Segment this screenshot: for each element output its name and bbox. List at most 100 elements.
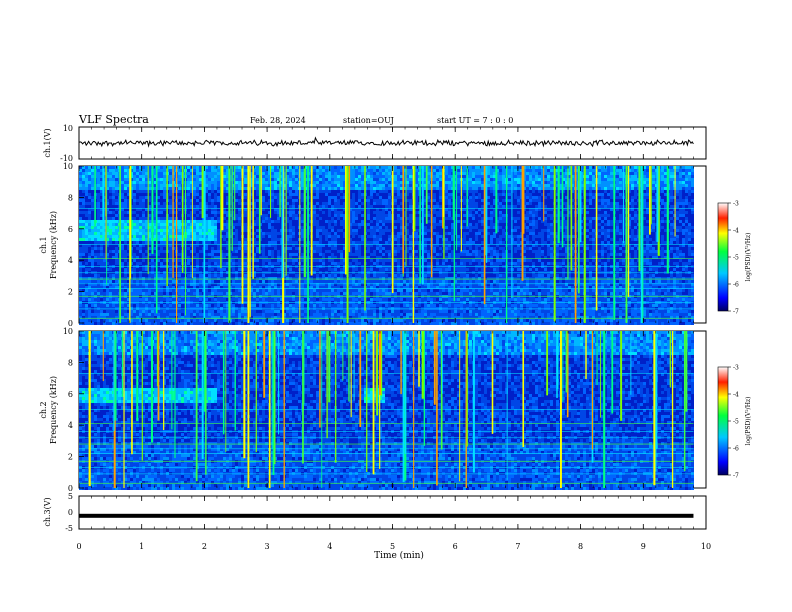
spectrogram-cell (193, 199, 196, 202)
spectrogram-cell (265, 238, 268, 241)
spectrogram-cell (286, 175, 289, 178)
spectrogram-cell (334, 304, 337, 307)
spectrogram-cell (193, 322, 196, 325)
spectrogram-cell (301, 322, 304, 325)
spectrogram-cell (106, 193, 109, 196)
spectrogram-cell (238, 238, 241, 241)
spectrogram-cell (316, 181, 319, 184)
spectrogram-cell (352, 184, 355, 187)
spectrogram-cell (166, 316, 169, 319)
spectrogram-cell (271, 316, 274, 319)
spectrogram-cell (178, 181, 181, 184)
spectrogram-cell (88, 241, 91, 244)
spectrogram-cell (277, 223, 280, 226)
spectrogram-cell (214, 241, 217, 244)
spectrogram-cell (106, 220, 109, 223)
spectrogram-cell (79, 184, 82, 187)
spectrogram-cell (220, 274, 223, 277)
spectrogram-cell (343, 181, 346, 184)
spectrogram-cell (328, 205, 331, 208)
spectrogram-cell (334, 277, 337, 280)
spectrogram-cell (157, 286, 160, 289)
spectrogram-cell (142, 199, 145, 202)
spectrogram-cell (211, 247, 214, 250)
spectrogram-cell (100, 178, 103, 181)
spectrogram-cell (97, 274, 100, 277)
spectrogram-cell (163, 256, 166, 259)
spectrogram-cell (193, 289, 196, 292)
spectrogram-cell (85, 286, 88, 289)
spectrogram-cell (229, 196, 232, 199)
spectrogram-cell (265, 193, 268, 196)
spectrogram-cell (340, 190, 343, 193)
spectrogram-cell (112, 220, 115, 223)
spectrogram-cell (100, 244, 103, 247)
spectrogram-cell (124, 226, 127, 229)
spectrogram-cell (337, 268, 340, 271)
spectrogram-cell (244, 286, 247, 289)
spectrogram-cell (289, 196, 292, 199)
spectrogram-cell (232, 226, 235, 229)
spectrogram-cell (103, 235, 106, 238)
spectrogram-cell (139, 226, 142, 229)
spectrogram-cell (196, 253, 199, 256)
spectrogram-cell (214, 322, 217, 325)
spectrogram-cell (325, 214, 328, 217)
spectrogram-cell (328, 217, 331, 220)
spectrogram-cell (154, 253, 157, 256)
spectrogram-cell (268, 277, 271, 280)
spectrogram-cell (268, 178, 271, 181)
spectrogram-cell (208, 184, 211, 187)
spectrogram-cell (100, 247, 103, 250)
spectrogram-cell (106, 169, 109, 172)
spectrogram-cell (142, 310, 145, 313)
spectrogram-cell (187, 319, 190, 322)
spectrogram-cell (205, 205, 208, 208)
spectrogram-cell (331, 319, 334, 322)
spectrogram-cell (139, 286, 142, 289)
spectrogram-cell (331, 277, 334, 280)
spectrogram-cell (79, 247, 82, 250)
spectrogram-cell (337, 250, 340, 253)
spectrogram-cell (226, 184, 229, 187)
spectrogram-cell (193, 229, 196, 232)
spectrogram-cell (358, 238, 361, 241)
spectrogram-cell (145, 181, 148, 184)
spectrogram-cell (115, 187, 118, 190)
spectrogram-cell (154, 229, 157, 232)
spectrogram-cell (316, 217, 319, 220)
spectrogram-cell (163, 193, 166, 196)
spectrogram-cell (115, 208, 118, 211)
spectrogram-cell (358, 316, 361, 319)
spectrogram-cell (322, 289, 325, 292)
spectrogram-cell (88, 250, 91, 253)
spectrogram-cell (91, 259, 94, 262)
spectrogram-cell (199, 178, 202, 181)
spectrogram-cell (277, 274, 280, 277)
spectrogram-cell (127, 289, 130, 292)
spectrogram-cell (91, 190, 94, 193)
spectrogram-cell (286, 226, 289, 229)
spectrogram-cell (91, 289, 94, 292)
spectrogram-cell (337, 277, 340, 280)
spectrogram-cell (256, 232, 259, 235)
spectrogram-cell (103, 178, 106, 181)
spectrogram-cell (214, 253, 217, 256)
spectrogram-cell (139, 319, 142, 322)
spectrogram-cell (151, 268, 154, 271)
spectrogram-cell (193, 232, 196, 235)
spectrogram-cell (226, 298, 229, 301)
spectrogram-cell (238, 226, 241, 229)
spectrogram-cell (289, 184, 292, 187)
spectrogram-cell (79, 319, 82, 322)
spectrogram-cell (283, 316, 286, 319)
spectrogram-cell (340, 316, 343, 319)
spectrogram-cell (277, 178, 280, 181)
spectrogram-cell (94, 316, 97, 319)
spectrogram-cell (124, 217, 127, 220)
spectrogram-cell (301, 298, 304, 301)
spectrogram-cell (178, 274, 181, 277)
spectrogram-cell (286, 178, 289, 181)
spectrogram-cell (256, 211, 259, 214)
spectrogram-cell (85, 244, 88, 247)
